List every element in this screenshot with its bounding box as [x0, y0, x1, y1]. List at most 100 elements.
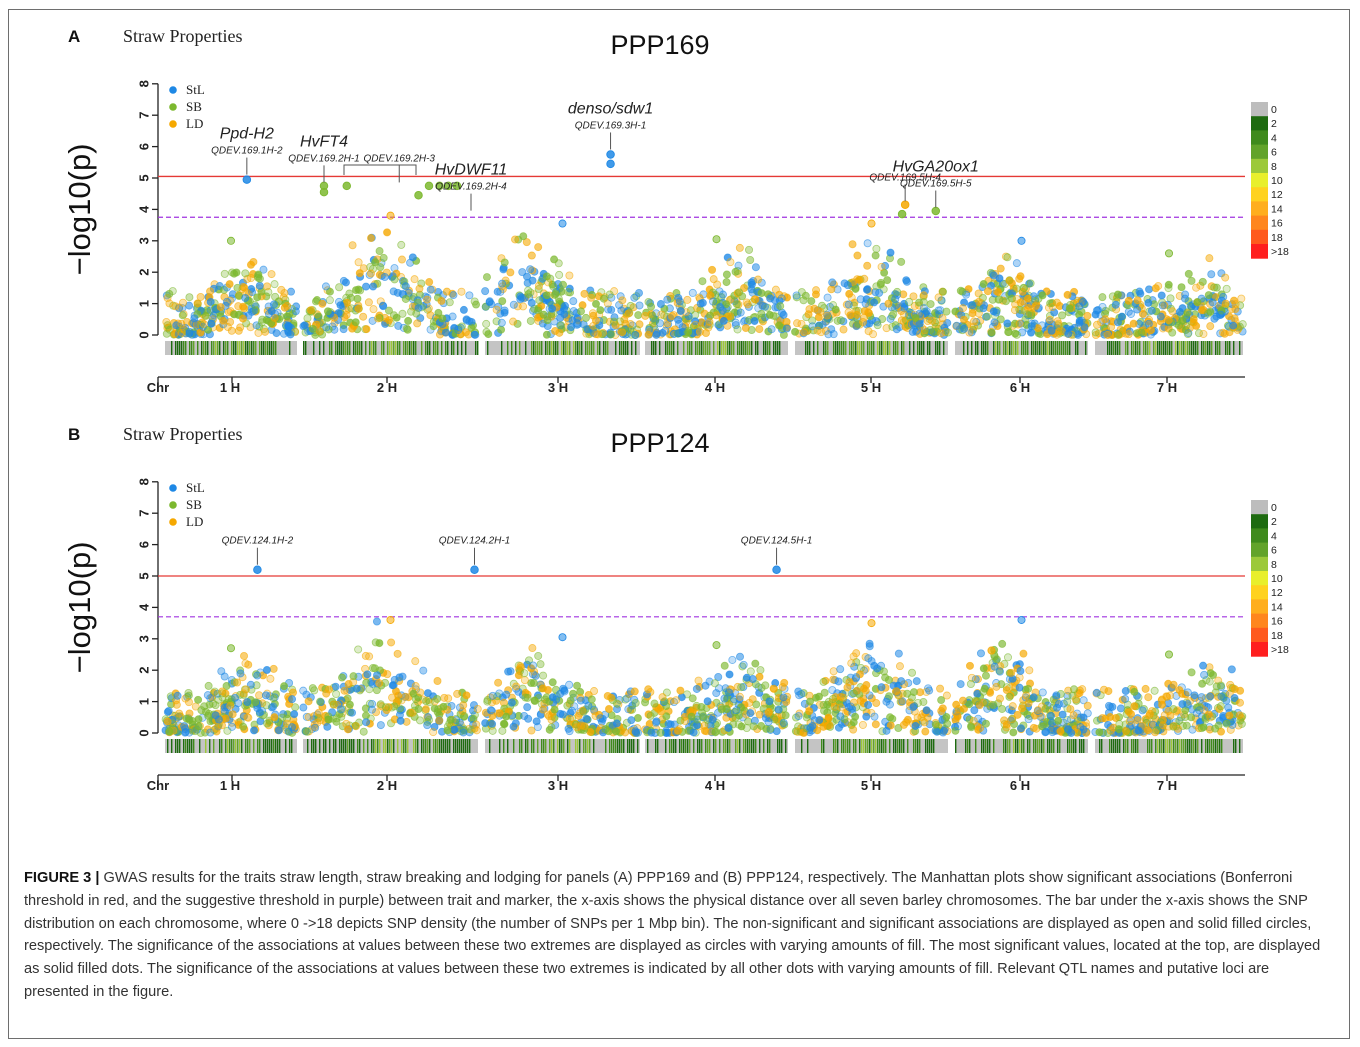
figure-frame — [8, 9, 1350, 1039]
snp-point — [364, 298, 373, 307]
density-stripe — [1035, 739, 1037, 753]
density-stripe — [367, 739, 369, 753]
snp-point — [1015, 683, 1024, 692]
snp-point — [1012, 295, 1021, 304]
panel-b-title: PPP124 — [610, 428, 710, 458]
snp-point — [376, 721, 385, 730]
snp-point — [1121, 686, 1130, 695]
snp-point — [345, 289, 354, 298]
density-stripe — [653, 341, 655, 355]
density-stripe — [533, 341, 535, 355]
density-stripe — [433, 341, 435, 355]
density-stripe — [339, 341, 341, 355]
density-stripe — [719, 341, 721, 355]
density-stripe — [867, 739, 869, 753]
snp-point — [414, 704, 423, 713]
density-stripe — [809, 341, 811, 355]
snp-point — [862, 681, 871, 690]
density-stripe — [553, 739, 555, 753]
density-stripe — [325, 739, 327, 753]
snp-point — [438, 314, 447, 323]
snp-point — [313, 296, 322, 305]
density-legend-label: 8 — [1271, 161, 1277, 173]
density-legend-label: 14 — [1271, 601, 1283, 613]
density-stripe — [267, 739, 269, 753]
snp-point — [774, 705, 783, 714]
density-stripe — [1061, 341, 1063, 355]
snp-point — [380, 272, 389, 281]
snp-point — [1045, 315, 1054, 324]
density-stripe — [247, 739, 249, 753]
y-axis-label: −log10(p) — [62, 143, 97, 275]
snp-point — [1121, 727, 1130, 736]
snp-point — [683, 295, 692, 304]
chromosome-label: 7 H — [1157, 380, 1177, 395]
density-stripe — [923, 341, 925, 355]
density-stripe — [1177, 739, 1179, 753]
snp-point — [603, 299, 612, 308]
snp-point — [369, 282, 378, 291]
snp-point — [550, 255, 559, 264]
snp-point — [628, 705, 637, 714]
snp-point — [429, 728, 438, 737]
snp-point — [897, 677, 906, 686]
snp-point — [262, 701, 271, 710]
chromosome-label: 5 H — [861, 380, 881, 395]
snp-point — [433, 694, 442, 703]
density-stripe — [219, 739, 221, 753]
snp-point — [870, 712, 879, 721]
snp-point — [1189, 315, 1198, 324]
snp-point — [607, 305, 616, 314]
snp-point — [778, 683, 787, 692]
density-stripe — [435, 341, 437, 355]
snp-point — [572, 723, 581, 732]
density-stripe — [859, 341, 861, 355]
snp-peak-point — [386, 211, 395, 220]
density-stripe — [191, 739, 193, 753]
snp-point — [423, 689, 432, 698]
density-stripe — [369, 341, 371, 355]
snp-point — [234, 326, 243, 335]
snp-point — [1047, 711, 1056, 720]
snp-point — [800, 328, 809, 337]
snp-peak-point — [867, 619, 876, 628]
density-legend-label: 4 — [1271, 132, 1277, 144]
snp-point — [1133, 305, 1142, 314]
density-stripe — [981, 341, 983, 355]
snp-point — [765, 697, 774, 706]
snp-point — [442, 287, 451, 296]
snp-point — [1007, 668, 1016, 677]
snp-point — [823, 293, 832, 302]
snp-point — [392, 313, 401, 322]
qtl-label: QDEV.169.3H-1 — [575, 120, 647, 131]
density-stripe — [765, 341, 767, 355]
snp-point — [792, 291, 801, 300]
snp-point — [366, 269, 375, 278]
density-stripe — [1109, 739, 1111, 753]
density-stripe — [231, 341, 233, 355]
legend-label: StL — [186, 480, 205, 495]
snp-point — [779, 718, 788, 727]
density-stripe — [855, 739, 857, 753]
density-stripe — [349, 341, 351, 355]
snp-point — [1180, 294, 1189, 303]
density-stripe — [665, 341, 667, 355]
significant-point — [931, 206, 941, 216]
density-stripe — [839, 341, 841, 355]
snp-point — [485, 297, 494, 306]
snp-point — [952, 321, 961, 330]
snp-point — [751, 295, 760, 304]
density-stripe — [425, 341, 427, 355]
snp-point — [724, 688, 733, 697]
snp-points — [162, 211, 1247, 339]
density-stripe — [1021, 341, 1023, 355]
snp-point — [942, 307, 951, 316]
snp-point — [1147, 306, 1156, 315]
snp-point — [1195, 706, 1204, 715]
snp-point — [732, 706, 741, 715]
density-stripe — [723, 341, 725, 355]
snp-point — [1012, 259, 1021, 268]
density-stripe — [855, 341, 857, 355]
snp-point — [243, 698, 252, 707]
